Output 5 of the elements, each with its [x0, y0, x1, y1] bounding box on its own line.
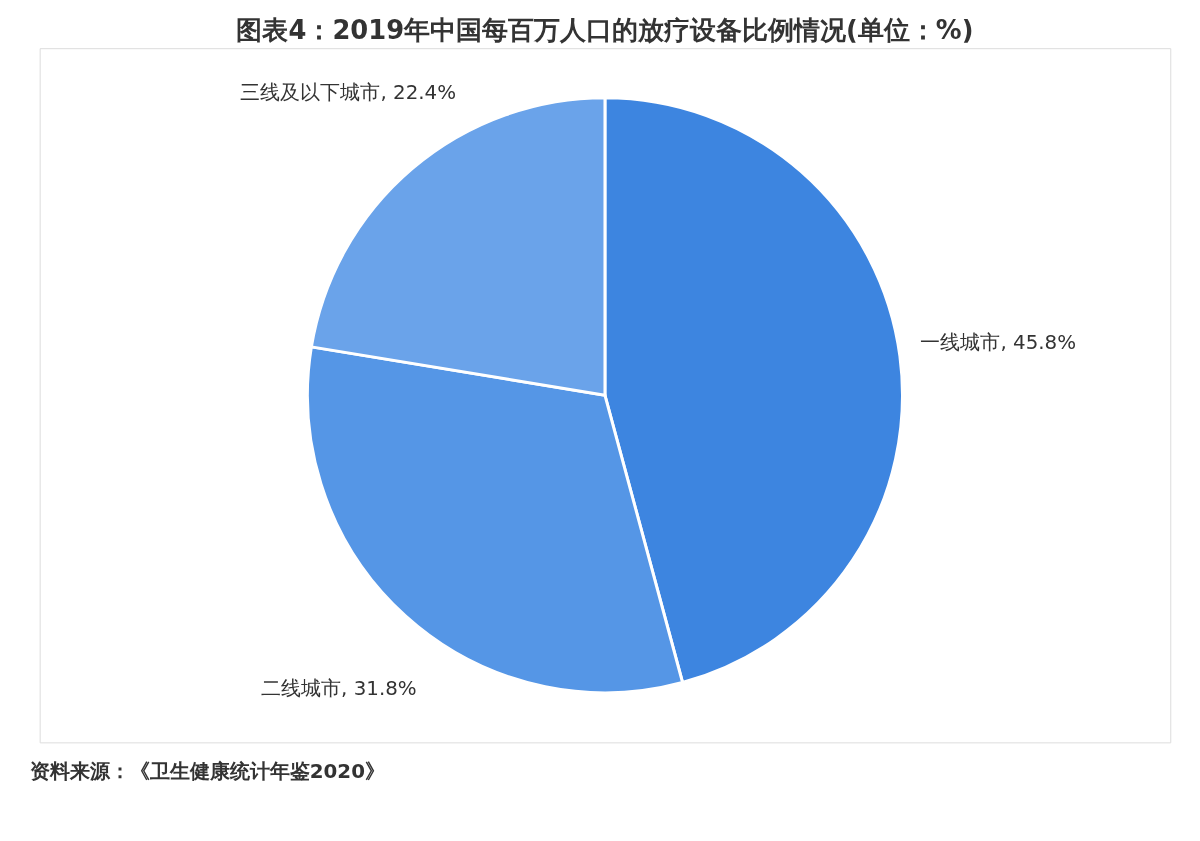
slice-label: 一线城市, 45.8% — [920, 331, 1077, 355]
chart-title: 图表4：2019年中国每百万人口的放疗设备比例情况(单位：%) — [236, 15, 974, 46]
text: 资料来源：《卫生健康统计年鉴2020》 — [29, 760, 385, 784]
slice-label: 三线及以下城市, 22.4% — [240, 80, 457, 104]
slice-label: 二线城市, 31.8% — [261, 677, 417, 701]
